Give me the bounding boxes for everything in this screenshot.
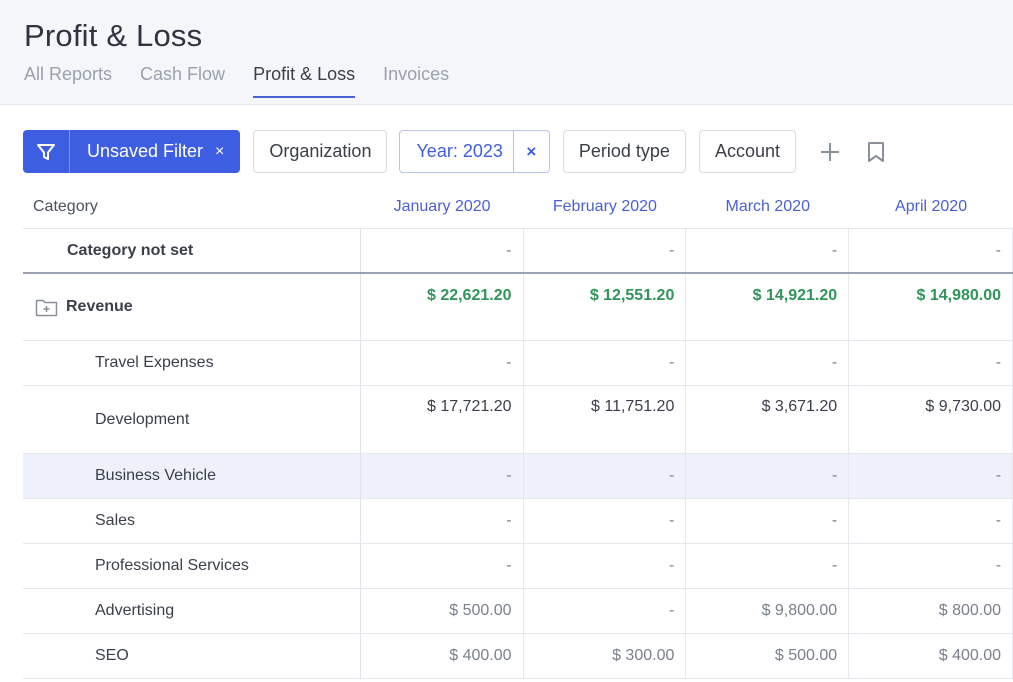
bookmark-icon[interactable] [856,130,896,173]
table-cell: - [849,341,1013,385]
table-cell: $ 400.00 [361,634,524,678]
plus-icon[interactable] [810,130,850,173]
table-cell: - [686,341,850,385]
account-filter[interactable]: Account [698,130,796,173]
column-header-month[interactable]: April 2020 [895,198,968,215]
page-header: Profit & Loss All Reports Cash Flow Prof… [0,0,1013,105]
table-row[interactable]: Travel Expenses - - - - [23,341,1013,386]
category-group[interactable]: Revenue [23,274,361,340]
table-row[interactable]: Advertising $ 500.00 - $ 9,800.00 $ 800.… [23,589,1013,634]
table-row[interactable]: Revenue $ 22,621.20 $ 12,551.20 $ 14,921… [23,274,1013,341]
table-cell: $ 500.00 [361,589,524,633]
unsaved-filter-button[interactable]: Unsaved Filter × [23,130,241,173]
table-row[interactable]: Professional Services - - - - [23,544,1013,589]
category-label: Development [23,386,361,453]
column-header-category: Category [33,198,98,215]
tab-all-reports[interactable]: All Reports [24,64,113,84]
category-label: Revenue [66,298,133,315]
column-header-month[interactable]: February 2020 [552,198,657,215]
category-label: Advertising [23,589,361,633]
table-cell: - [686,544,850,588]
organization-filter[interactable]: Organization [253,130,388,173]
table-cell: - [524,341,687,385]
profit-loss-table: Category January 2020 February 2020 Marc… [23,186,1013,679]
table-cell: - [361,454,524,498]
category-label: Sales [23,499,361,543]
close-icon[interactable]: × [215,142,225,160]
table-cell: - [849,544,1013,588]
table-row[interactable]: Sales - - - - [23,499,1013,544]
year-filter-value[interactable]: Year: 2023 [416,141,503,161]
table-cell: $ 11,751.20 [524,386,687,453]
table-cell: - [524,229,687,272]
table-cell: $ 12,551.20 [524,274,687,340]
filter-toolbar: Unsaved Filter × Organization Year: 2023… [23,130,896,173]
category-label: Category not set [23,229,361,272]
filter-label: Unsaved Filter [87,141,204,161]
table-cell: - [524,589,687,633]
table-cell: - [686,499,850,543]
table-cell: $ 9,730.00 [849,386,1013,453]
table-cell: - [361,544,524,588]
table-cell: - [849,229,1013,272]
table-row[interactable]: SEO $ 400.00 $ 300.00 $ 500.00 $ 400.00 [23,634,1013,679]
table-cell: - [524,499,687,543]
tab-cash-flow[interactable]: Cash Flow [140,64,226,84]
table-cell: - [849,454,1013,498]
folder-plus-icon[interactable] [35,298,58,317]
column-header-month[interactable]: March 2020 [725,198,810,215]
report-tabs: All Reports Cash Flow Profit & Loss Invo… [24,64,450,98]
table-row[interactable]: Development $ 17,721.20 $ 11,751.20 $ 3,… [23,386,1013,454]
category-label: Business Vehicle [23,454,361,498]
filter-icon[interactable] [23,130,70,173]
table-cell: $ 17,721.20 [361,386,524,453]
table-cell: $ 300.00 [524,634,687,678]
table-header-row: Category January 2020 February 2020 Marc… [23,186,1013,229]
tab-profit-loss[interactable]: Profit & Loss [253,64,356,98]
table-cell: $ 14,921.20 [686,274,850,340]
table-cell: $ 22,621.20 [361,274,524,340]
filter-label-box[interactable]: Unsaved Filter × [70,130,240,173]
table-cell: $ 14,980.00 [849,274,1013,340]
table-cell: - [686,229,850,272]
table-cell: $ 9,800.00 [686,589,850,633]
year-filter[interactable]: Year: 2023 × [399,130,550,173]
table-cell: - [361,341,524,385]
table-cell: $ 3,671.20 [686,386,850,453]
table-cell: - [361,229,524,272]
year-clear-icon[interactable]: × [512,131,549,172]
column-header-month[interactable]: January 2020 [393,198,491,215]
table-cell: $ 800.00 [849,589,1013,633]
tab-invoices[interactable]: Invoices [383,64,450,84]
table-cell: $ 400.00 [849,634,1013,678]
category-label: SEO [23,634,361,678]
table-row[interactable]: Category not set - - - - [23,229,1013,274]
table-cell: - [686,454,850,498]
table-cell: - [361,499,524,543]
period-type-filter[interactable]: Period type [562,130,686,173]
table-cell: - [524,544,687,588]
table-row[interactable]: Business Vehicle - - - - [23,454,1013,499]
table-cell: $ 500.00 [686,634,850,678]
category-label: Travel Expenses [23,341,361,385]
table-cell: - [524,454,687,498]
page-title: Profit & Loss [24,18,203,53]
category-label: Professional Services [23,544,361,588]
table-cell: - [849,499,1013,543]
